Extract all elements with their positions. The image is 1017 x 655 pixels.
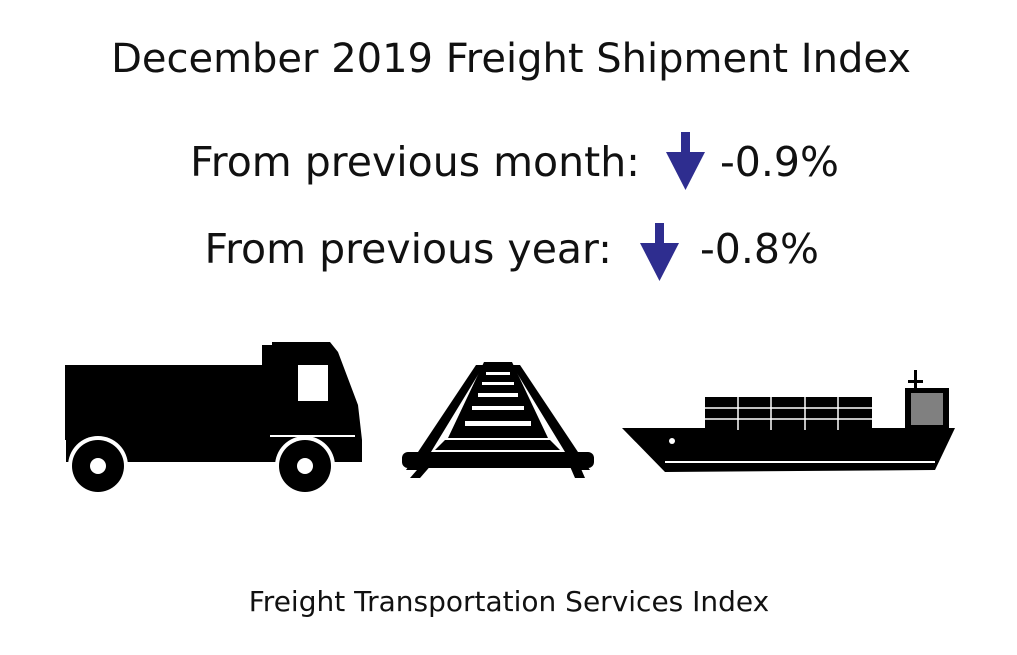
ship-icon [622, 370, 955, 472]
row-label: From previous month: [190, 138, 640, 186]
title: December 2019 Freight Shipment Index [111, 36, 911, 82]
down-arrow [666, 132, 705, 190]
row-value: -0.8% [700, 225, 819, 273]
down-arrow [640, 223, 679, 281]
rail-icon [402, 362, 594, 478]
row-label: From previous year: [205, 225, 613, 273]
row-value: -0.9% [720, 138, 839, 186]
truck-icon [65, 342, 362, 496]
footer: Freight Transportation Services Index [249, 585, 770, 618]
